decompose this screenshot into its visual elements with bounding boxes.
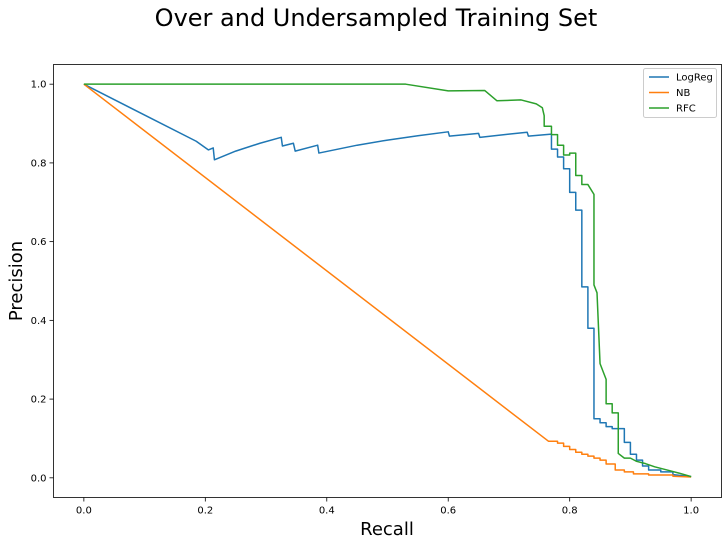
y-tick-label: 0.4: [31, 316, 47, 327]
y-tick-label: 1.0: [31, 80, 47, 91]
x-axis-label: Recall: [360, 519, 414, 540]
x-tick-label: 0.0: [76, 506, 92, 517]
y-tick-label: 0.6: [31, 237, 47, 248]
legend-label-logreg: LogReg: [676, 73, 713, 84]
x-tick-label: 0.6: [440, 506, 456, 517]
x-tick-label: 0.2: [197, 506, 213, 517]
y-axis-label: Precision: [6, 241, 27, 321]
x-tick-label: 0.4: [319, 506, 335, 517]
series-layer: [83, 83, 692, 478]
series-line-rfc: [83, 83, 692, 478]
legend-label-rfc: RFC: [676, 104, 696, 115]
y-tick-label: 0.0: [31, 473, 47, 484]
legend-box: [643, 68, 717, 118]
y-axis-ticks: 0.0 0.2 0.4 0.6 0.8 1.0: [31, 80, 54, 484]
series-line-nb: [83, 83, 692, 478]
series-line-logreg: [83, 83, 692, 478]
y-tick-label: 0.2: [31, 395, 47, 406]
y-tick-label: 0.8: [31, 158, 47, 169]
legend: LogReg NB RFC: [643, 68, 717, 118]
axes-frame: [53, 64, 722, 498]
x-axis-ticks: 0.0 0.2 0.4 0.6 0.8 1.0: [76, 497, 699, 517]
chart-title: Over and Undersampled Training Set: [155, 4, 598, 32]
x-tick-label: 0.8: [562, 506, 578, 517]
legend-label-nb: NB: [676, 88, 690, 99]
x-tick-label: 1.0: [683, 506, 699, 517]
